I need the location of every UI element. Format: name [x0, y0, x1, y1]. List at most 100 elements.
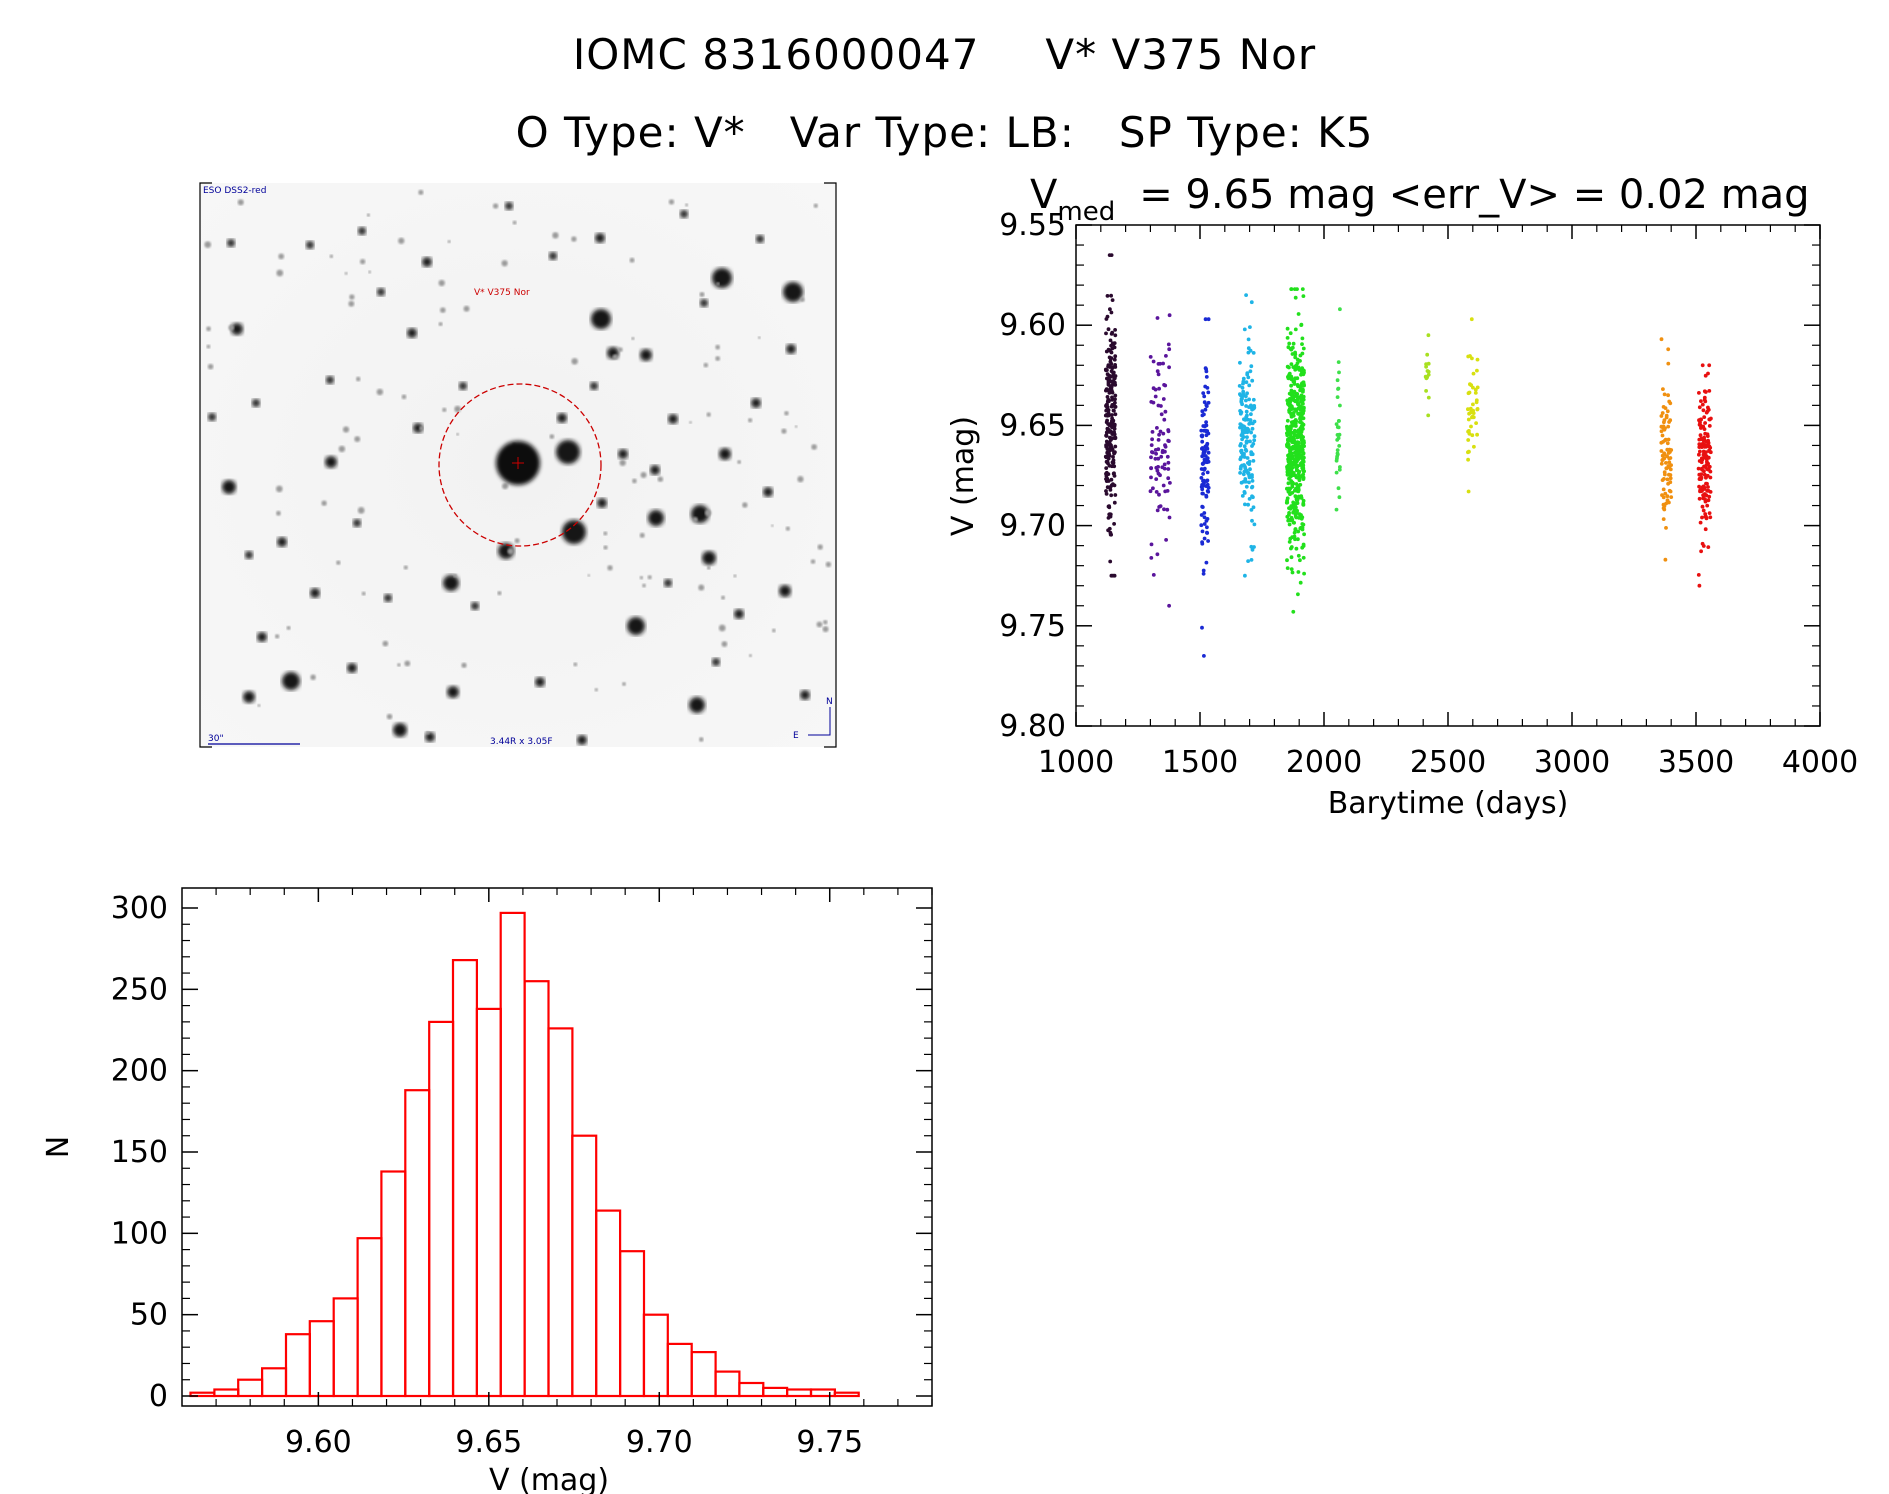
light-curve-point [1700, 402, 1705, 407]
light-curve-point [1158, 361, 1162, 366]
lc-y-tick-label: 9.70 [999, 509, 1066, 544]
light-curve-point [1698, 520, 1703, 525]
light-curve-point [1661, 487, 1666, 492]
light-curve-point [1108, 559, 1113, 564]
light-curve-point [1151, 573, 1156, 577]
light-curve-point [1294, 546, 1299, 551]
light-curve-point [1159, 454, 1164, 459]
target-circle [438, 383, 602, 547]
light-curve-point [1294, 486, 1298, 491]
light-curve-point [1110, 366, 1115, 370]
faint-star [274, 634, 280, 639]
lc-x-tick-label: 2000 [1286, 745, 1362, 780]
light-curve-point [1206, 450, 1211, 455]
light-curve-point [1466, 354, 1471, 359]
faint-star [689, 421, 692, 424]
light-curve-point [1251, 351, 1256, 355]
histogram-bar [714, 1370, 741, 1398]
light-curve-point [1668, 450, 1672, 454]
faint-star [747, 418, 753, 423]
chart-title-line-2: O Type: V* Var Type: LB: SP Type: K5 [0, 108, 1889, 157]
light-curve-point [1148, 355, 1153, 359]
light-curve-point [1287, 452, 1292, 457]
light-curve-point [1302, 532, 1306, 537]
lc-x-tick-label: 3000 [1534, 745, 1610, 780]
light-curve-point [1238, 471, 1242, 475]
field-star [222, 480, 236, 494]
light-curve-point [1105, 372, 1110, 377]
light-curve-point [1335, 433, 1340, 437]
light-curve-point [1702, 492, 1707, 496]
light-curve-point [1662, 420, 1666, 425]
field-star [505, 202, 513, 210]
faint-star [442, 407, 447, 412]
light-curve-point [1301, 346, 1306, 351]
field-star [326, 376, 334, 384]
light-curve-point [1296, 411, 1300, 416]
light-curve-point [1285, 326, 1290, 331]
light-curve-point [1708, 469, 1713, 474]
light-curve-point [1242, 463, 1246, 467]
light-curve-point [1107, 505, 1112, 510]
light-curve-point [1470, 356, 1474, 361]
faint-star [204, 241, 212, 248]
light-curve-point [1697, 477, 1702, 481]
light-curve-point [1704, 450, 1708, 454]
light-curve-point [1204, 420, 1208, 424]
histogram-xlabel: V (mag) [489, 1463, 609, 1494]
field-star [783, 282, 803, 302]
light-curve-point [1666, 347, 1671, 352]
light-curve-point [1249, 508, 1254, 512]
light-curve-point [1426, 333, 1431, 338]
light-curve-point [1105, 395, 1110, 399]
light-curve-point [1163, 489, 1168, 494]
light-curve-point [1105, 471, 1109, 476]
light-curve-point [1200, 540, 1204, 544]
light-curve-point [1289, 546, 1293, 551]
faint-star [278, 253, 285, 260]
finder-stars [204, 189, 832, 745]
light-curve-point [1475, 407, 1480, 412]
light-curve-point [1475, 357, 1480, 362]
light-curve-point [1110, 464, 1114, 469]
light-curve-point [1107, 399, 1111, 404]
light-curve-point [1664, 466, 1669, 471]
light-curve-point [1299, 322, 1304, 327]
light-curve-point [1706, 438, 1710, 443]
light-curve-point [1113, 444, 1118, 449]
light-curve-point [1162, 417, 1167, 422]
faint-star [348, 300, 355, 307]
light-curve-point [1663, 557, 1668, 562]
faint-star [817, 544, 823, 550]
light-curve-point [1248, 467, 1252, 472]
light-curve-point [1660, 433, 1665, 438]
light-curve-point [1154, 477, 1159, 481]
light-curve-point [1203, 428, 1208, 433]
light-curve-point [1241, 389, 1246, 394]
light-curve-point [1666, 393, 1670, 398]
faint-star [360, 258, 366, 265]
light-curve-point [1247, 383, 1252, 388]
light-curve-point [1106, 516, 1111, 520]
light-curve-point [1297, 454, 1302, 459]
light-curve-point [1204, 560, 1209, 565]
faint-star [329, 254, 334, 259]
lc-x-tick-label: 1500 [1162, 745, 1238, 780]
light-curve-point [1291, 609, 1296, 614]
faint-star [698, 737, 704, 742]
light-curve-point [1240, 437, 1244, 442]
faint-star [706, 565, 711, 570]
light-curve-point [1206, 539, 1210, 543]
histogram-bar [308, 1320, 335, 1398]
light-curve-point [1162, 383, 1166, 387]
light-curve-point [1160, 465, 1165, 470]
light-curve-point [1295, 475, 1300, 480]
light-curve-point [1109, 356, 1114, 360]
light-curve-point [1239, 455, 1243, 460]
light-curve-point [1704, 463, 1709, 467]
light-curve-point [1662, 426, 1667, 431]
light-curve-point [1112, 357, 1117, 362]
lc-title-v: V [1030, 172, 1058, 218]
histogram-bar [666, 1342, 693, 1398]
